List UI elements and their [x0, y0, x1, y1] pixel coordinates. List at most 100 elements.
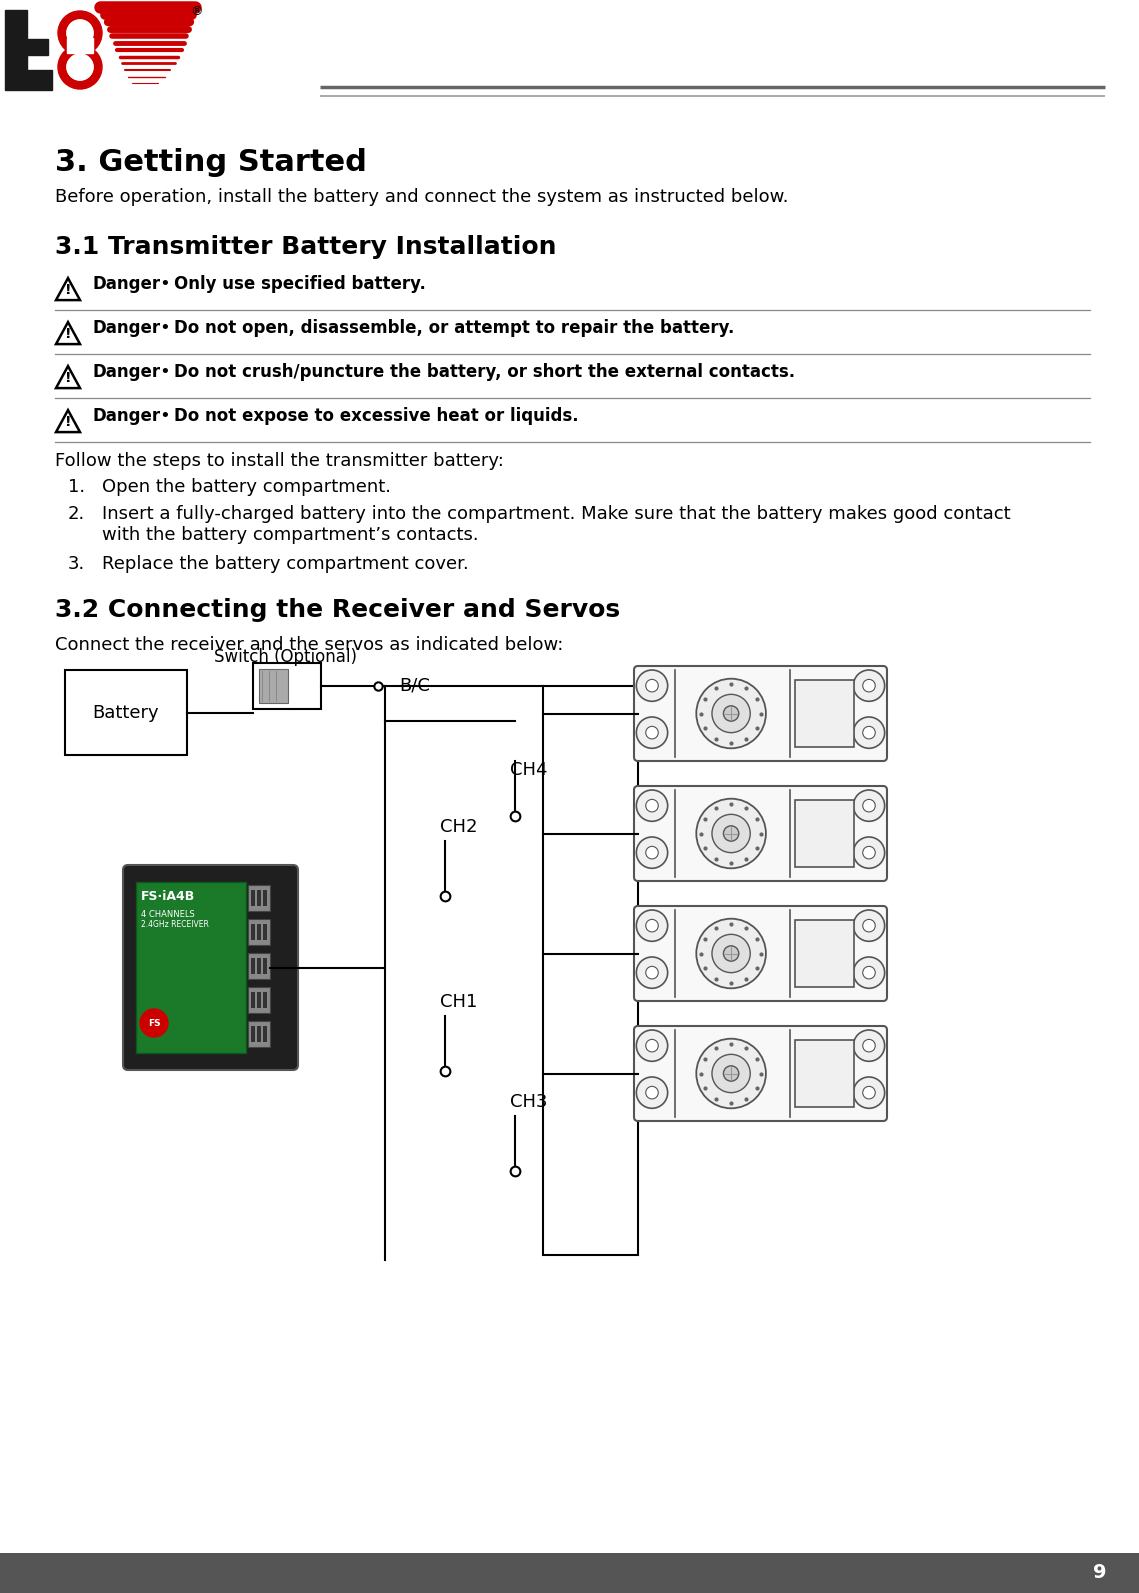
Text: Open the battery compartment.: Open the battery compartment.	[103, 478, 391, 495]
Circle shape	[646, 679, 658, 691]
Circle shape	[712, 814, 751, 852]
Text: !: !	[65, 371, 72, 386]
FancyBboxPatch shape	[634, 1026, 887, 1121]
Circle shape	[67, 21, 93, 46]
Text: !: !	[65, 327, 72, 341]
Text: Battery: Battery	[92, 704, 159, 722]
Circle shape	[853, 1077, 885, 1109]
Circle shape	[637, 1077, 667, 1109]
Bar	[248, 886, 270, 911]
Text: FS·iA4B: FS·iA4B	[141, 890, 195, 903]
Text: FS: FS	[148, 1018, 161, 1027]
Circle shape	[853, 836, 885, 868]
Text: •: •	[159, 406, 170, 425]
Circle shape	[696, 679, 765, 749]
Circle shape	[723, 706, 739, 722]
Text: Do not crush/puncture the battery, or short the external contacts.: Do not crush/puncture the battery, or sh…	[174, 363, 795, 381]
Text: Do not expose to excessive heat or liquids.: Do not expose to excessive heat or liqui…	[174, 406, 579, 425]
Circle shape	[862, 846, 875, 859]
Circle shape	[646, 1039, 658, 1051]
Circle shape	[862, 919, 875, 932]
Text: 3.1 Transmitter Battery Installation: 3.1 Transmitter Battery Installation	[55, 236, 557, 260]
Circle shape	[67, 54, 93, 80]
Text: Do not open, disassemble, or attempt to repair the battery.: Do not open, disassemble, or attempt to …	[174, 319, 735, 338]
Bar	[263, 992, 267, 1008]
Circle shape	[637, 1031, 667, 1061]
Circle shape	[862, 800, 875, 812]
Circle shape	[696, 1039, 765, 1109]
Text: 2.4GHz RECEIVER: 2.4GHz RECEIVER	[141, 921, 208, 929]
Circle shape	[637, 836, 667, 868]
Bar	[248, 919, 270, 945]
FancyBboxPatch shape	[634, 906, 887, 1000]
Text: Follow the steps to install the transmitter battery:: Follow the steps to install the transmit…	[55, 452, 503, 470]
Circle shape	[862, 1086, 875, 1099]
Circle shape	[58, 11, 103, 56]
Text: CH4: CH4	[510, 761, 548, 779]
Text: •: •	[159, 363, 170, 381]
Bar	[263, 924, 267, 940]
Bar	[251, 890, 255, 906]
Bar	[251, 1026, 255, 1042]
Text: Insert a fully-charged battery into the compartment. Make sure that the battery : Insert a fully-charged battery into the …	[103, 505, 1010, 543]
Circle shape	[853, 671, 885, 701]
FancyBboxPatch shape	[634, 666, 887, 761]
Circle shape	[862, 726, 875, 739]
Circle shape	[712, 935, 751, 973]
Bar	[257, 1026, 261, 1042]
Circle shape	[646, 1086, 658, 1099]
Bar	[795, 800, 853, 867]
Bar	[248, 988, 270, 1013]
Circle shape	[140, 1008, 167, 1037]
Text: Replace the battery compartment cover.: Replace the battery compartment cover.	[103, 554, 469, 573]
Text: •: •	[159, 276, 170, 293]
Bar	[263, 1026, 267, 1042]
Circle shape	[723, 825, 739, 841]
Circle shape	[646, 846, 658, 859]
Bar	[257, 924, 261, 940]
Circle shape	[853, 957, 885, 988]
Text: !: !	[65, 284, 72, 298]
Text: Danger: Danger	[92, 319, 161, 338]
Circle shape	[853, 1031, 885, 1061]
Circle shape	[646, 800, 658, 812]
Bar	[253, 663, 321, 709]
Text: 3.: 3.	[68, 554, 85, 573]
Circle shape	[646, 919, 658, 932]
Text: Connect the receiver and the servos as indicated below:: Connect the receiver and the servos as i…	[55, 636, 564, 655]
Circle shape	[637, 717, 667, 749]
Text: 3. Getting Started: 3. Getting Started	[55, 148, 367, 177]
Polygon shape	[5, 10, 52, 89]
Circle shape	[723, 946, 739, 961]
Circle shape	[67, 54, 93, 80]
Text: B/C: B/C	[399, 677, 429, 695]
Bar	[543, 687, 638, 1255]
Bar	[257, 992, 261, 1008]
Text: 4 CHANNELS: 4 CHANNELS	[141, 910, 195, 919]
Circle shape	[637, 671, 667, 701]
Circle shape	[58, 45, 103, 89]
Text: Before operation, install the battery and connect the system as instructed below: Before operation, install the battery an…	[55, 188, 788, 205]
Circle shape	[637, 957, 667, 988]
Text: CH2: CH2	[440, 817, 477, 836]
Text: Switch (Optional): Switch (Optional)	[213, 648, 357, 666]
Text: 1.: 1.	[68, 478, 85, 495]
Bar	[248, 1021, 270, 1047]
Text: CH3: CH3	[510, 1093, 548, 1110]
Circle shape	[696, 798, 765, 868]
Circle shape	[862, 679, 875, 691]
Circle shape	[853, 790, 885, 822]
Bar	[136, 883, 246, 1053]
Circle shape	[637, 910, 667, 941]
Bar	[251, 992, 255, 1008]
Bar	[257, 890, 261, 906]
Circle shape	[712, 695, 751, 733]
Circle shape	[637, 790, 667, 822]
Bar	[0, 1553, 1139, 1593]
FancyBboxPatch shape	[634, 785, 887, 881]
Text: Only use specified battery.: Only use specified battery.	[174, 276, 426, 293]
Bar	[251, 924, 255, 940]
Text: CH1: CH1	[440, 992, 477, 1012]
Circle shape	[712, 1055, 751, 1093]
Bar	[257, 957, 261, 973]
